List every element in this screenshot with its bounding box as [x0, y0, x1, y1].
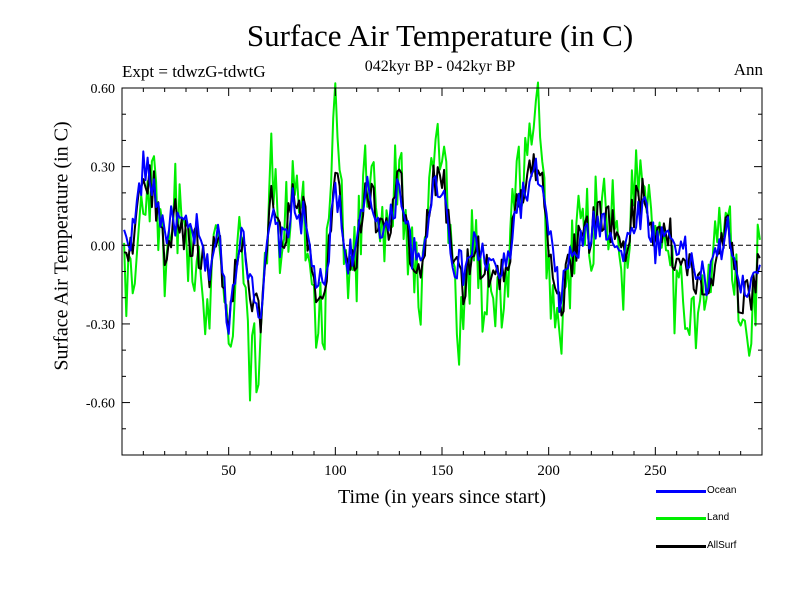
y-tick-label: -0.60: [86, 397, 115, 412]
legend-item-allsurf: AllSurf: [656, 539, 766, 553]
y-tick-label: 0.60: [91, 82, 116, 97]
chart-title: Surface Air Temperature (in C): [246, 18, 634, 53]
legend-label-allsurf: AllSurf: [707, 540, 737, 551]
x-axis-label: Time (in years since start): [337, 486, 547, 508]
legend-item-ocean: Ocean: [656, 484, 766, 498]
x-tick-label: 100: [324, 463, 347, 479]
y-tick-label: 0.30: [91, 161, 116, 176]
season-label: Ann: [733, 60, 763, 79]
x-tick-label: 250: [644, 463, 667, 479]
experiment-label: Expt = tdwzG-tdwtG: [122, 62, 266, 81]
y-axis-label: Surface Air Temperature (in C): [50, 121, 73, 371]
x-tick-label: 150: [431, 463, 454, 479]
x-tick-label: 200: [537, 463, 560, 479]
legend-label-ocean: Ocean: [707, 485, 737, 496]
chart-subtitle: 042kyr BP - 042kyr BP: [364, 58, 516, 75]
y-tick-label: -0.30: [86, 318, 115, 333]
legend-item-land: Land: [656, 511, 766, 525]
legend-line-ocean: [656, 490, 706, 493]
x-tick-label: 50: [221, 463, 236, 479]
legend-line-land: [656, 517, 706, 520]
legend-label-land: Land: [707, 512, 730, 523]
plot-frame: [121, 87, 763, 456]
series-line-ocean: [123, 150, 761, 335]
y-tick-label: 0.00: [91, 239, 116, 254]
legend-line-allsurf: [656, 545, 706, 548]
